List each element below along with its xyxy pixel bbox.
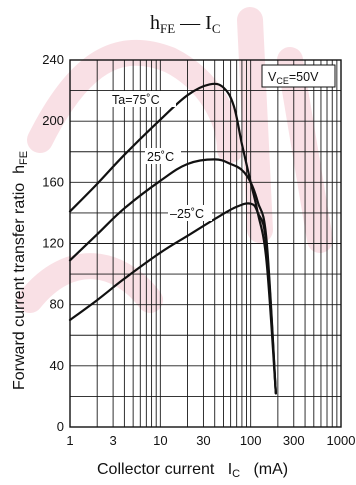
y-tick-label: 40 [50, 358, 64, 373]
y-axis-label-symbol-sub: FE [18, 151, 30, 165]
y-tick-label: 0 [57, 419, 64, 434]
x-axis-label-symbol-sub: C [232, 468, 240, 480]
series-label-bg-2 [168, 205, 212, 221]
series-label-bg-1 [145, 148, 181, 164]
series-lines [68, 82, 277, 395]
chart-title-main-sub: FE [160, 21, 175, 36]
y-tick-label: 240 [42, 52, 64, 67]
y-axis-label: Forward current transfer ratio hFE [11, 151, 30, 390]
condition-prefix: V [268, 70, 277, 84]
y-axis-label-text: Forward current transfer ratio [11, 183, 28, 390]
y-tick-label: 160 [42, 174, 64, 189]
series-label-75c: Ta=75˚C [112, 93, 160, 107]
chart-title-x: I [205, 12, 212, 34]
y-axis-label-gap [11, 174, 28, 183]
x-tick-label: 100 [240, 433, 262, 448]
y-tick-label: 120 [42, 236, 64, 251]
x-tick-label: 1000 [327, 433, 356, 448]
y-tick-labels: 0 40 80 120 160 200 240 [42, 52, 64, 434]
x-tick-label: 3 [109, 433, 116, 448]
condition-suffix: =50V [289, 70, 319, 84]
x-tick-labels: 1 3 10 30 100 300 1000 [66, 433, 355, 448]
x-axis-label-symbol: I [228, 461, 232, 478]
y-tick-label: 200 [42, 113, 64, 128]
x-tick-label: 30 [196, 433, 210, 448]
series-line-2 [68, 202, 277, 395]
x-axis-label: Collector current IC (mA) [97, 461, 288, 480]
x-tick-label: 300 [283, 433, 305, 448]
y-axis-label-symbol: h [11, 165, 28, 174]
x-axis-label-text: Collector current [97, 461, 215, 478]
condition-label: VCE=50V [268, 70, 319, 86]
x-axis-label-gap [214, 461, 227, 478]
y-tick-label: 80 [50, 297, 64, 312]
series-line-1 [68, 158, 277, 395]
series-label-m25c: –25˚C [170, 207, 204, 221]
x-axis-label-unit: (mA) [253, 461, 288, 478]
chart-title-x-sub: C [212, 21, 221, 36]
chart-title-main: h [150, 12, 160, 34]
series-label-25c: 25˚C [147, 150, 174, 164]
grid [70, 60, 341, 427]
chart-title-sep: — [175, 12, 205, 34]
series-line-0 [68, 82, 277, 395]
x-tick-label: 10 [153, 433, 167, 448]
x-tick-label: 1 [66, 433, 73, 448]
condition-sub: CE [276, 76, 289, 86]
series-label-bg-0 [110, 91, 176, 107]
plot-frame [69, 59, 342, 428]
chart-title: hFE — IC [150, 12, 221, 36]
x-axis-label-gap2 [240, 461, 253, 478]
condition-box [261, 64, 336, 88]
